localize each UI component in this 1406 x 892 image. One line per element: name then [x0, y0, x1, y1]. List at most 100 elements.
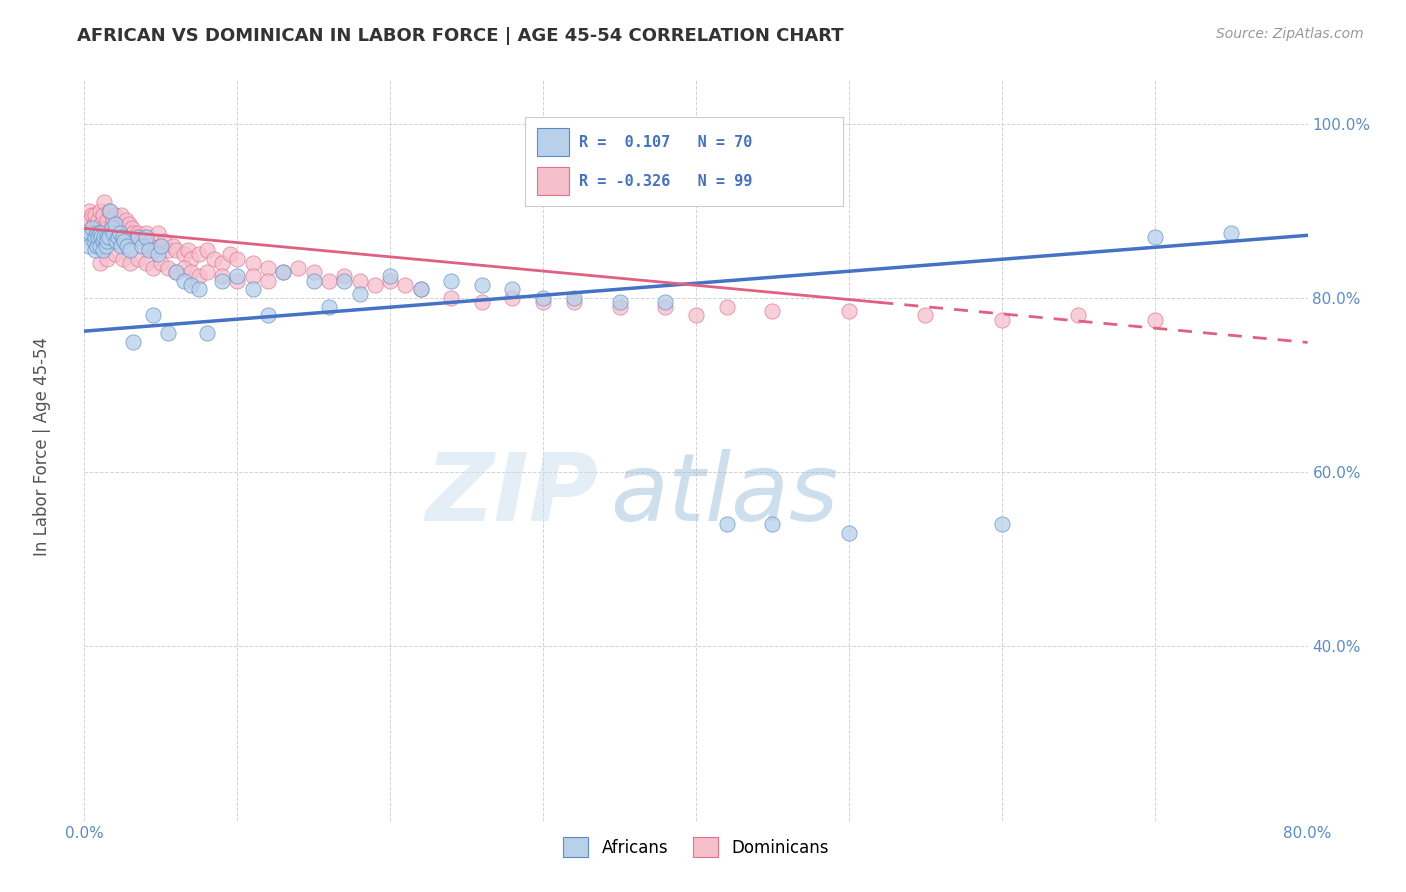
Point [90, 217, 112, 231]
Point [165, 243, 187, 257]
Point [180, 252, 202, 266]
Point [349, 274, 371, 288]
Point [120, 243, 142, 257]
Point [173, 247, 195, 261]
Point [118, 217, 141, 231]
Point [97, 203, 120, 218]
Point [257, 274, 280, 288]
Point [211, 256, 233, 270]
Point [138, 243, 160, 257]
Text: atlas: atlas [610, 450, 838, 541]
Point [142, 260, 165, 275]
Point [562, 291, 585, 305]
Point [104, 217, 127, 231]
Point [132, 230, 155, 244]
Point [101, 217, 124, 231]
Point [91, 208, 114, 222]
Point [94, 221, 117, 235]
Point [218, 247, 240, 261]
Point [195, 265, 218, 279]
Point [257, 260, 280, 275]
Point [146, 226, 169, 240]
Point [409, 282, 432, 296]
Point [86, 239, 108, 253]
Point [257, 309, 280, 323]
Point [188, 247, 211, 261]
Point [101, 221, 124, 235]
Point [242, 256, 264, 270]
Point [211, 274, 233, 288]
Point [211, 269, 233, 284]
Point [98, 203, 121, 218]
Point [165, 265, 187, 279]
Point [96, 252, 118, 266]
Text: ZIP: ZIP [425, 449, 598, 541]
Point [180, 277, 202, 292]
Point [112, 235, 135, 249]
Point [394, 277, 416, 292]
Point [89, 239, 111, 253]
Point [716, 517, 738, 532]
Point [87, 230, 110, 244]
Point [77, 239, 100, 253]
Point [86, 226, 108, 240]
Point [287, 260, 309, 275]
Point [761, 304, 783, 318]
Point [562, 295, 585, 310]
Point [108, 217, 131, 231]
Point [76, 230, 98, 244]
Point [120, 230, 142, 244]
Point [226, 252, 249, 266]
Point [440, 291, 463, 305]
Point [654, 295, 676, 310]
Point [121, 221, 143, 235]
Point [157, 243, 180, 257]
Point [90, 230, 112, 244]
Point [76, 212, 98, 227]
Point [80, 208, 103, 222]
Point [79, 212, 101, 227]
Point [188, 269, 211, 284]
Point [838, 304, 860, 318]
Point [96, 230, 118, 244]
Text: In Labor Force | Age 45-54: In Labor Force | Age 45-54 [34, 336, 51, 556]
Point [127, 230, 149, 244]
Text: Source: ZipAtlas.com: Source: ZipAtlas.com [1216, 27, 1364, 41]
Point [138, 239, 160, 253]
Point [242, 269, 264, 284]
Point [91, 243, 114, 257]
Point [991, 313, 1014, 327]
Point [104, 208, 127, 222]
Point [226, 274, 249, 288]
Text: AFRICAN VS DOMINICAN IN LABOR FORCE | AGE 45-54 CORRELATION CHART: AFRICAN VS DOMINICAN IN LABOR FORCE | AG… [77, 27, 844, 45]
Point [302, 274, 325, 288]
Point [142, 243, 165, 257]
Point [107, 230, 129, 244]
Point [94, 239, 117, 253]
Point [112, 221, 135, 235]
Point [135, 230, 157, 244]
Point [242, 282, 264, 296]
Point [120, 256, 142, 270]
Point [146, 247, 169, 261]
Point [111, 230, 134, 244]
Point [84, 243, 107, 257]
Point [165, 265, 187, 279]
Point [531, 295, 554, 310]
Point [271, 265, 294, 279]
Point [188, 282, 211, 296]
Point [157, 260, 180, 275]
Point [87, 212, 110, 227]
Point [149, 239, 172, 253]
Point [333, 274, 356, 288]
Point [1220, 226, 1243, 240]
Point [685, 309, 707, 323]
Point [135, 256, 157, 270]
Point [333, 269, 356, 284]
Point [131, 239, 153, 253]
Point [89, 226, 111, 240]
Point [349, 286, 371, 301]
Point [115, 226, 138, 240]
Point [195, 243, 218, 257]
Point [86, 221, 108, 235]
